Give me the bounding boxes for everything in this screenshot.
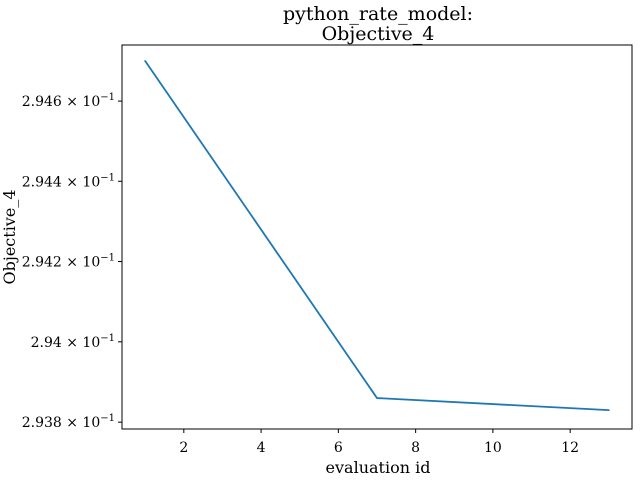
y-tick-label: 2.942 × 10−1 <box>22 253 115 271</box>
y-axis-ticks: 2.938 × 10−1 2.94 × 10−1 2.942 × 10−1 2.944… <box>22 92 122 431</box>
x-tick-label: 12 <box>561 440 579 456</box>
x-axis-label: evaluation id <box>326 458 431 477</box>
y-tick-label: 2.938 × 10−1 <box>22 413 115 431</box>
y-axis-label: Objective_4 <box>0 190 19 285</box>
chart-title-line2: Objective_4 <box>322 23 435 45</box>
plot-area-frame <box>121 44 633 430</box>
x-tick-label: 6 <box>334 440 343 456</box>
x-tick-label: 2 <box>179 440 188 456</box>
x-axis-ticks: 2 4 6 8 10 12 <box>179 429 579 456</box>
x-tick-label: 4 <box>257 440 266 456</box>
y-tick-label: 2.94 × 10−1 <box>31 333 115 351</box>
chart-title-line1: python_rate_model: <box>283 3 473 25</box>
x-tick-label: 10 <box>484 440 502 456</box>
y-tick-label: 2.944 × 10−1 <box>22 172 115 190</box>
y-tick-label: 2.946 × 10−1 <box>22 92 115 110</box>
series-line <box>144 60 610 412</box>
series-layer <box>144 60 610 412</box>
x-tick-label: 8 <box>411 440 420 456</box>
